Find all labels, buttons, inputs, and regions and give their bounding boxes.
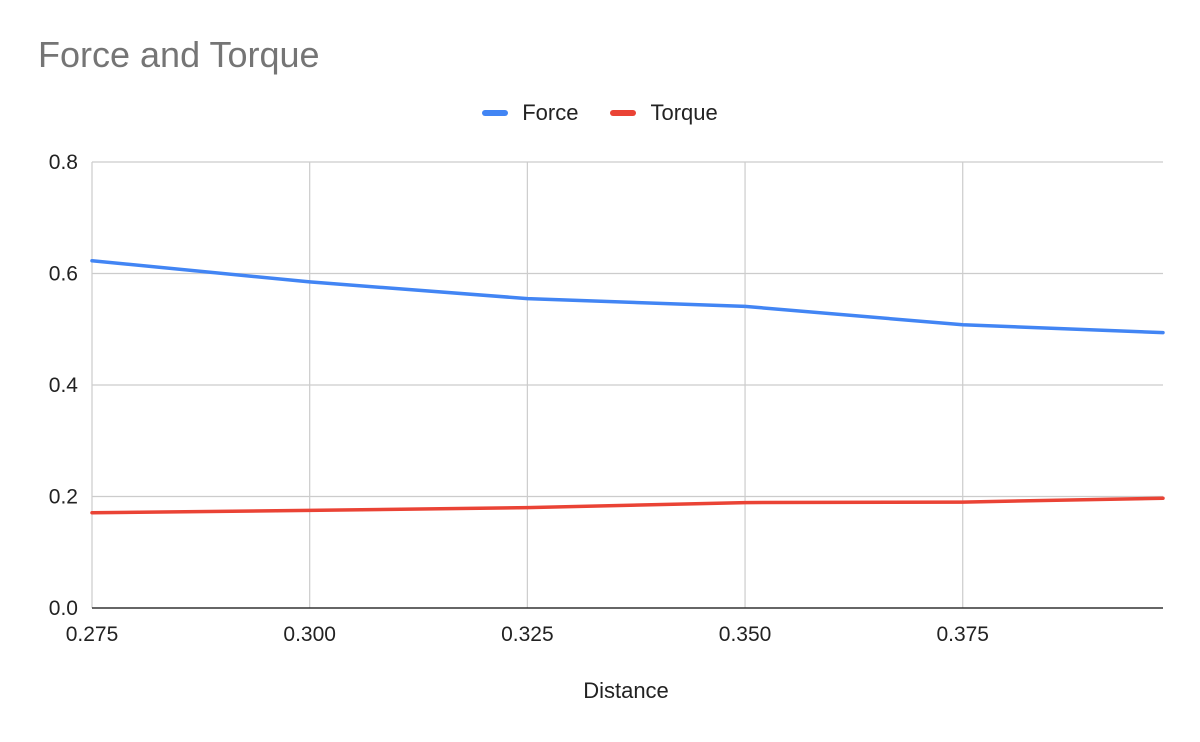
legend: Force Torque — [0, 100, 1200, 126]
x-tick-label: 0.375 — [936, 623, 989, 646]
legend-swatch-torque — [610, 110, 637, 116]
legend-label-torque: Torque — [650, 100, 718, 125]
y-tick-label: 0.2 — [49, 486, 78, 509]
chart-title: Force and Torque — [38, 34, 320, 75]
y-tick-label: 0.6 — [49, 263, 78, 286]
y-tick-label: 0.4 — [49, 374, 79, 397]
legend-item-torque: Torque — [610, 100, 718, 126]
series-line-force — [90, 258, 1165, 335]
x-tick-label: 0.275 — [66, 623, 119, 646]
legend-swatch-force — [482, 110, 509, 116]
x-tick-label: 0.300 — [283, 623, 336, 646]
legend-label-force: Force — [522, 100, 579, 125]
series-line-torque — [90, 496, 1165, 515]
x-tick-label: 0.325 — [501, 623, 554, 646]
x-tick-label: 0.350 — [719, 623, 772, 646]
y-tick-label: 0.8 — [49, 151, 78, 174]
x-axis-label: Distance — [583, 678, 669, 703]
legend-item-force: Force — [482, 100, 578, 126]
y-tick-label: 0.0 — [49, 597, 78, 620]
